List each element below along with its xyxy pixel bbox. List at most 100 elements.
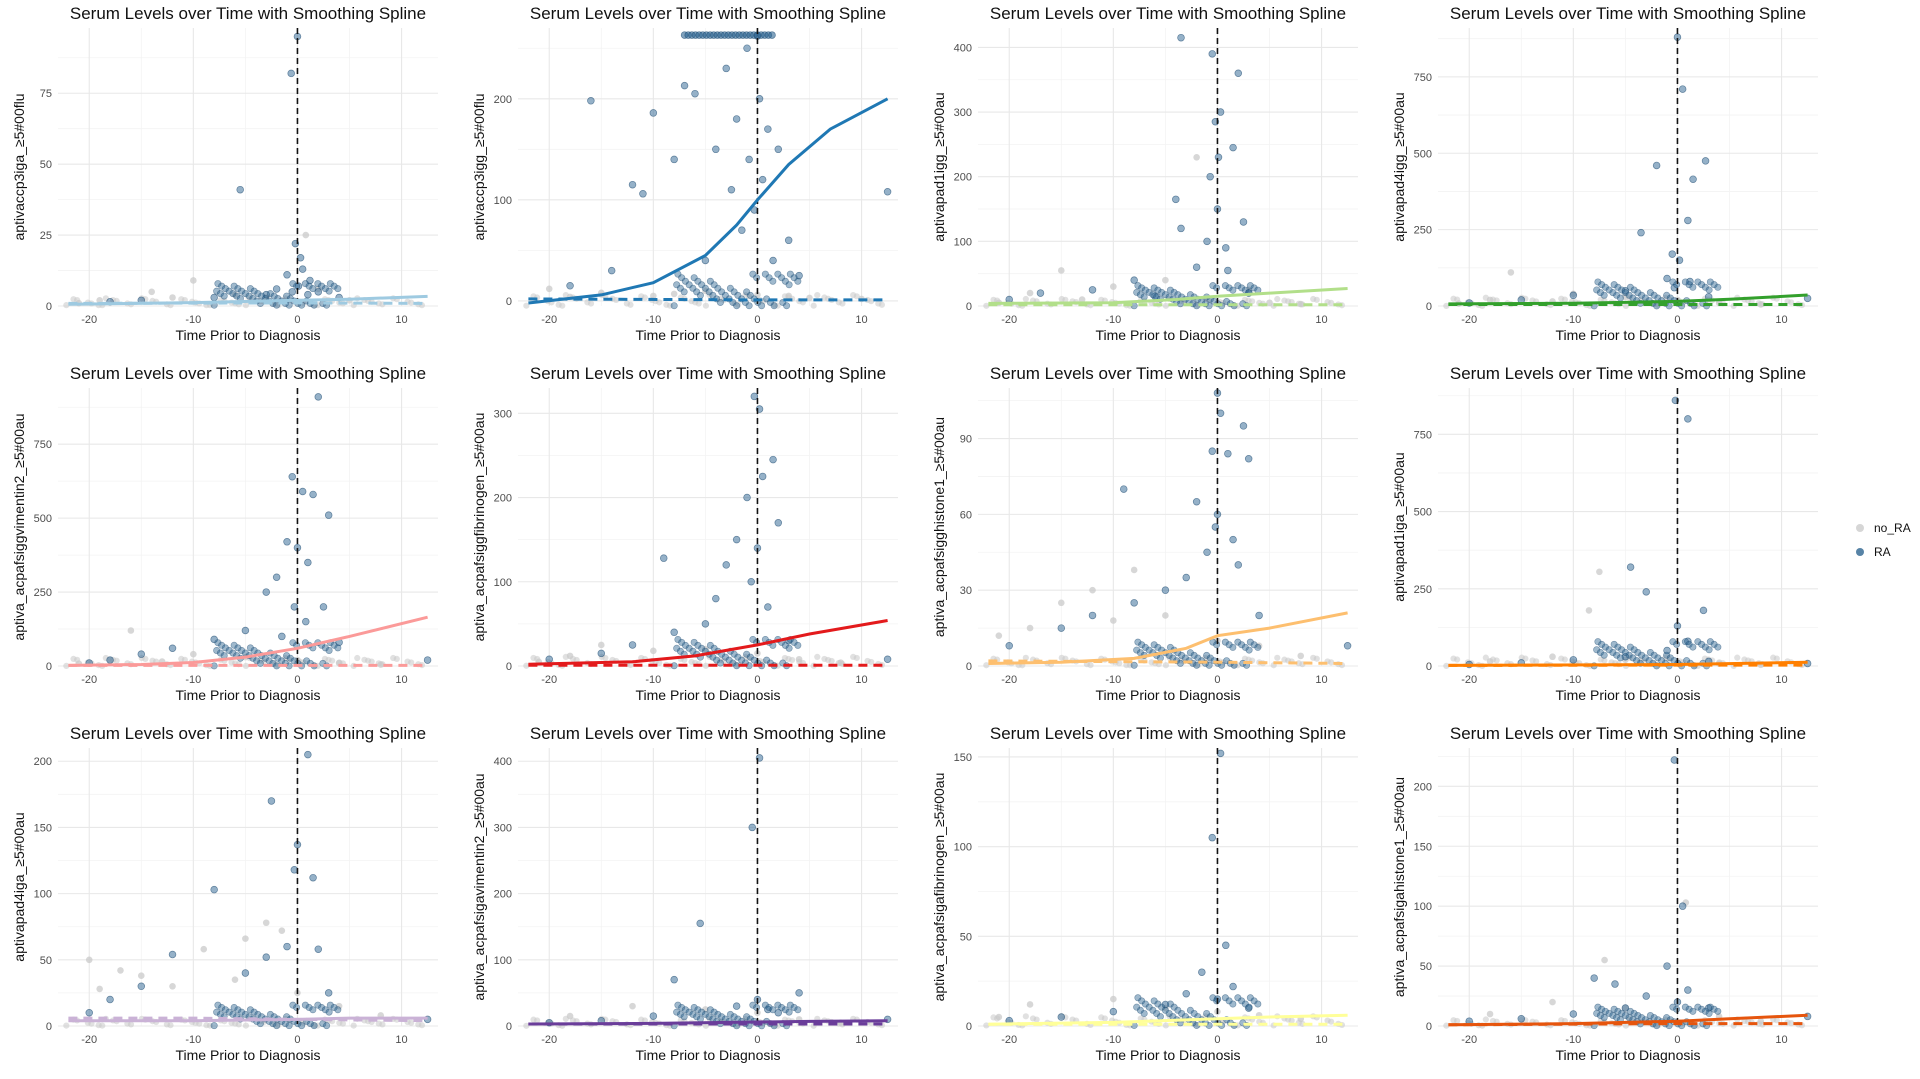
ra-point [1133,288,1141,296]
ra-point [287,69,295,78]
ra-point [1145,646,1153,654]
ra-point [330,1003,338,1011]
ra-point [712,145,720,154]
y-tick-label: 300 [954,107,972,119]
no-ra-point [163,1021,170,1028]
ra-point [1646,648,1654,656]
ra-point [1663,651,1671,659]
ra-point [314,945,323,953]
no-ra-point [1058,654,1065,661]
y-axis-title: aptiva_acpafsiggvimentin2_≥5#00au [11,413,27,640]
no-ra-point [1324,1017,1331,1024]
ra-point [1663,274,1671,283]
ra-point [1685,1005,1693,1013]
ra-point [749,270,757,278]
ra-point [1254,1000,1262,1008]
y-axis-title: aptivaccp3igg_≥5#00flu [471,93,487,240]
panel-title: Serum Levels over Time with Smoothing Sp… [990,4,1346,23]
ra-point [1154,286,1162,294]
no-ra-point [555,301,562,308]
ra-point [1625,1014,1633,1022]
ra-point [288,288,296,296]
ra-point [1222,941,1230,950]
y-tick-label: 400 [954,42,972,54]
ra-point [1618,646,1626,654]
y-tick-label: 75 [40,88,52,100]
ra-point [1569,291,1578,300]
ra-point [1663,291,1671,299]
ra-point [785,281,793,289]
no-ra-point [821,294,828,301]
ra-point [283,538,291,546]
ra-point [233,292,241,300]
ra-point [1130,661,1138,669]
no-ra-point [1123,661,1130,669]
ra-point [1161,586,1170,594]
no-ra-point [562,1015,569,1022]
ra-point [769,1006,777,1014]
no-ra-point [850,291,857,299]
ra-point [1224,449,1232,458]
ra-point [732,115,741,123]
no-ra-point [1734,654,1741,661]
ra-point [1241,643,1249,651]
ra-point [1246,638,1254,646]
ra-point [1685,640,1693,648]
ra-point [774,145,783,154]
no-ra-point [1637,657,1644,664]
ra-point [786,270,794,278]
ra-point [1208,50,1216,58]
ra-point [309,873,317,882]
ra-point [747,578,755,586]
ra-point [768,31,776,39]
ra-point [732,535,741,544]
ra-point [714,284,722,292]
ra-point [216,649,224,657]
ra-point [230,282,238,290]
ra-point [745,302,753,310]
ra-point [321,285,329,293]
ra-point [304,558,312,567]
x-tick-label: 0 [1674,314,1680,326]
ra-spline [988,611,1348,665]
ra-point [1208,833,1216,842]
no-ra-point [742,653,749,661]
x-tick-label: -10 [645,1034,661,1046]
ra-point [1138,641,1146,649]
ra-point [1229,143,1237,152]
ra-point [1698,640,1706,648]
ra-point [790,274,798,282]
ra-point [266,290,274,298]
ra-point [330,641,338,649]
no-ra-point [231,976,239,983]
ra-point [1626,563,1635,571]
no-ra-point [562,653,569,661]
panel-title: Serum Levels over Time with Smoothing Sp… [530,4,886,23]
no-ra-point [1026,289,1034,297]
ra-point [761,1001,769,1009]
ra-point [1689,283,1697,291]
panel-title: Serum Levels over Time with Smoothing Sp… [70,4,426,23]
ra-point [1193,661,1201,669]
ra-point [678,1003,686,1011]
x-tick-label: 0 [1674,1034,1680,1046]
ra-spline [1448,293,1808,306]
ra-point [1170,288,1178,296]
x-tick-label: 10 [1315,314,1327,326]
ra-point [1156,654,1164,662]
ra-point [218,1003,226,1011]
ra-point [1213,641,1221,649]
ra-spline [68,615,428,667]
ra-point [794,641,802,649]
ra-point [786,1001,794,1009]
ra-point [1238,641,1246,649]
x-tick-label: 0 [294,314,300,326]
ra-point [1642,588,1650,596]
y-tick-label: 300 [494,822,512,834]
ra-point [272,285,281,293]
ra-point [1705,286,1713,294]
no-ra-point [523,302,530,309]
ra-point [670,628,678,637]
ra-point [1158,288,1166,296]
ra-point [1134,638,1142,646]
